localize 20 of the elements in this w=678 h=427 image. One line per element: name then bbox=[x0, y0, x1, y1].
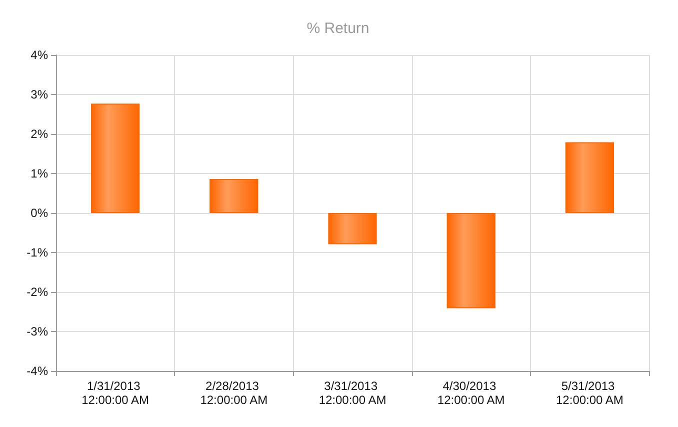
y-tick-label: -1% bbox=[26, 246, 48, 260]
chart-title: % Return bbox=[306, 20, 370, 37]
y-tick-label: 0% bbox=[30, 206, 48, 220]
y-tick-label: -4% bbox=[26, 364, 48, 378]
bar bbox=[328, 213, 377, 244]
x-tick-label: 4/30/2013 12:00:00 AM bbox=[437, 379, 505, 407]
x-tick-label: 3/31/2013 12:00:00 AM bbox=[318, 379, 386, 407]
bar bbox=[210, 179, 258, 213]
y-tick-label: 3% bbox=[30, 88, 48, 102]
y-tick-label: -2% bbox=[26, 285, 48, 299]
x-tick-label: 5/31/2013 12:00:00 AM bbox=[556, 379, 624, 407]
y-tick-label: 2% bbox=[30, 127, 48, 141]
y-tick-label: 4% bbox=[30, 48, 48, 62]
bar bbox=[565, 142, 614, 213]
bar bbox=[90, 104, 140, 213]
y-tick-label: 1% bbox=[30, 166, 48, 180]
bar bbox=[446, 213, 496, 308]
x-tick-label: 2/28/2013 12:00:00 AM bbox=[200, 379, 268, 407]
x-tick-label: 1/31/2013 12:00:00 AM bbox=[82, 379, 149, 407]
y-tick-label: -3% bbox=[26, 324, 48, 338]
